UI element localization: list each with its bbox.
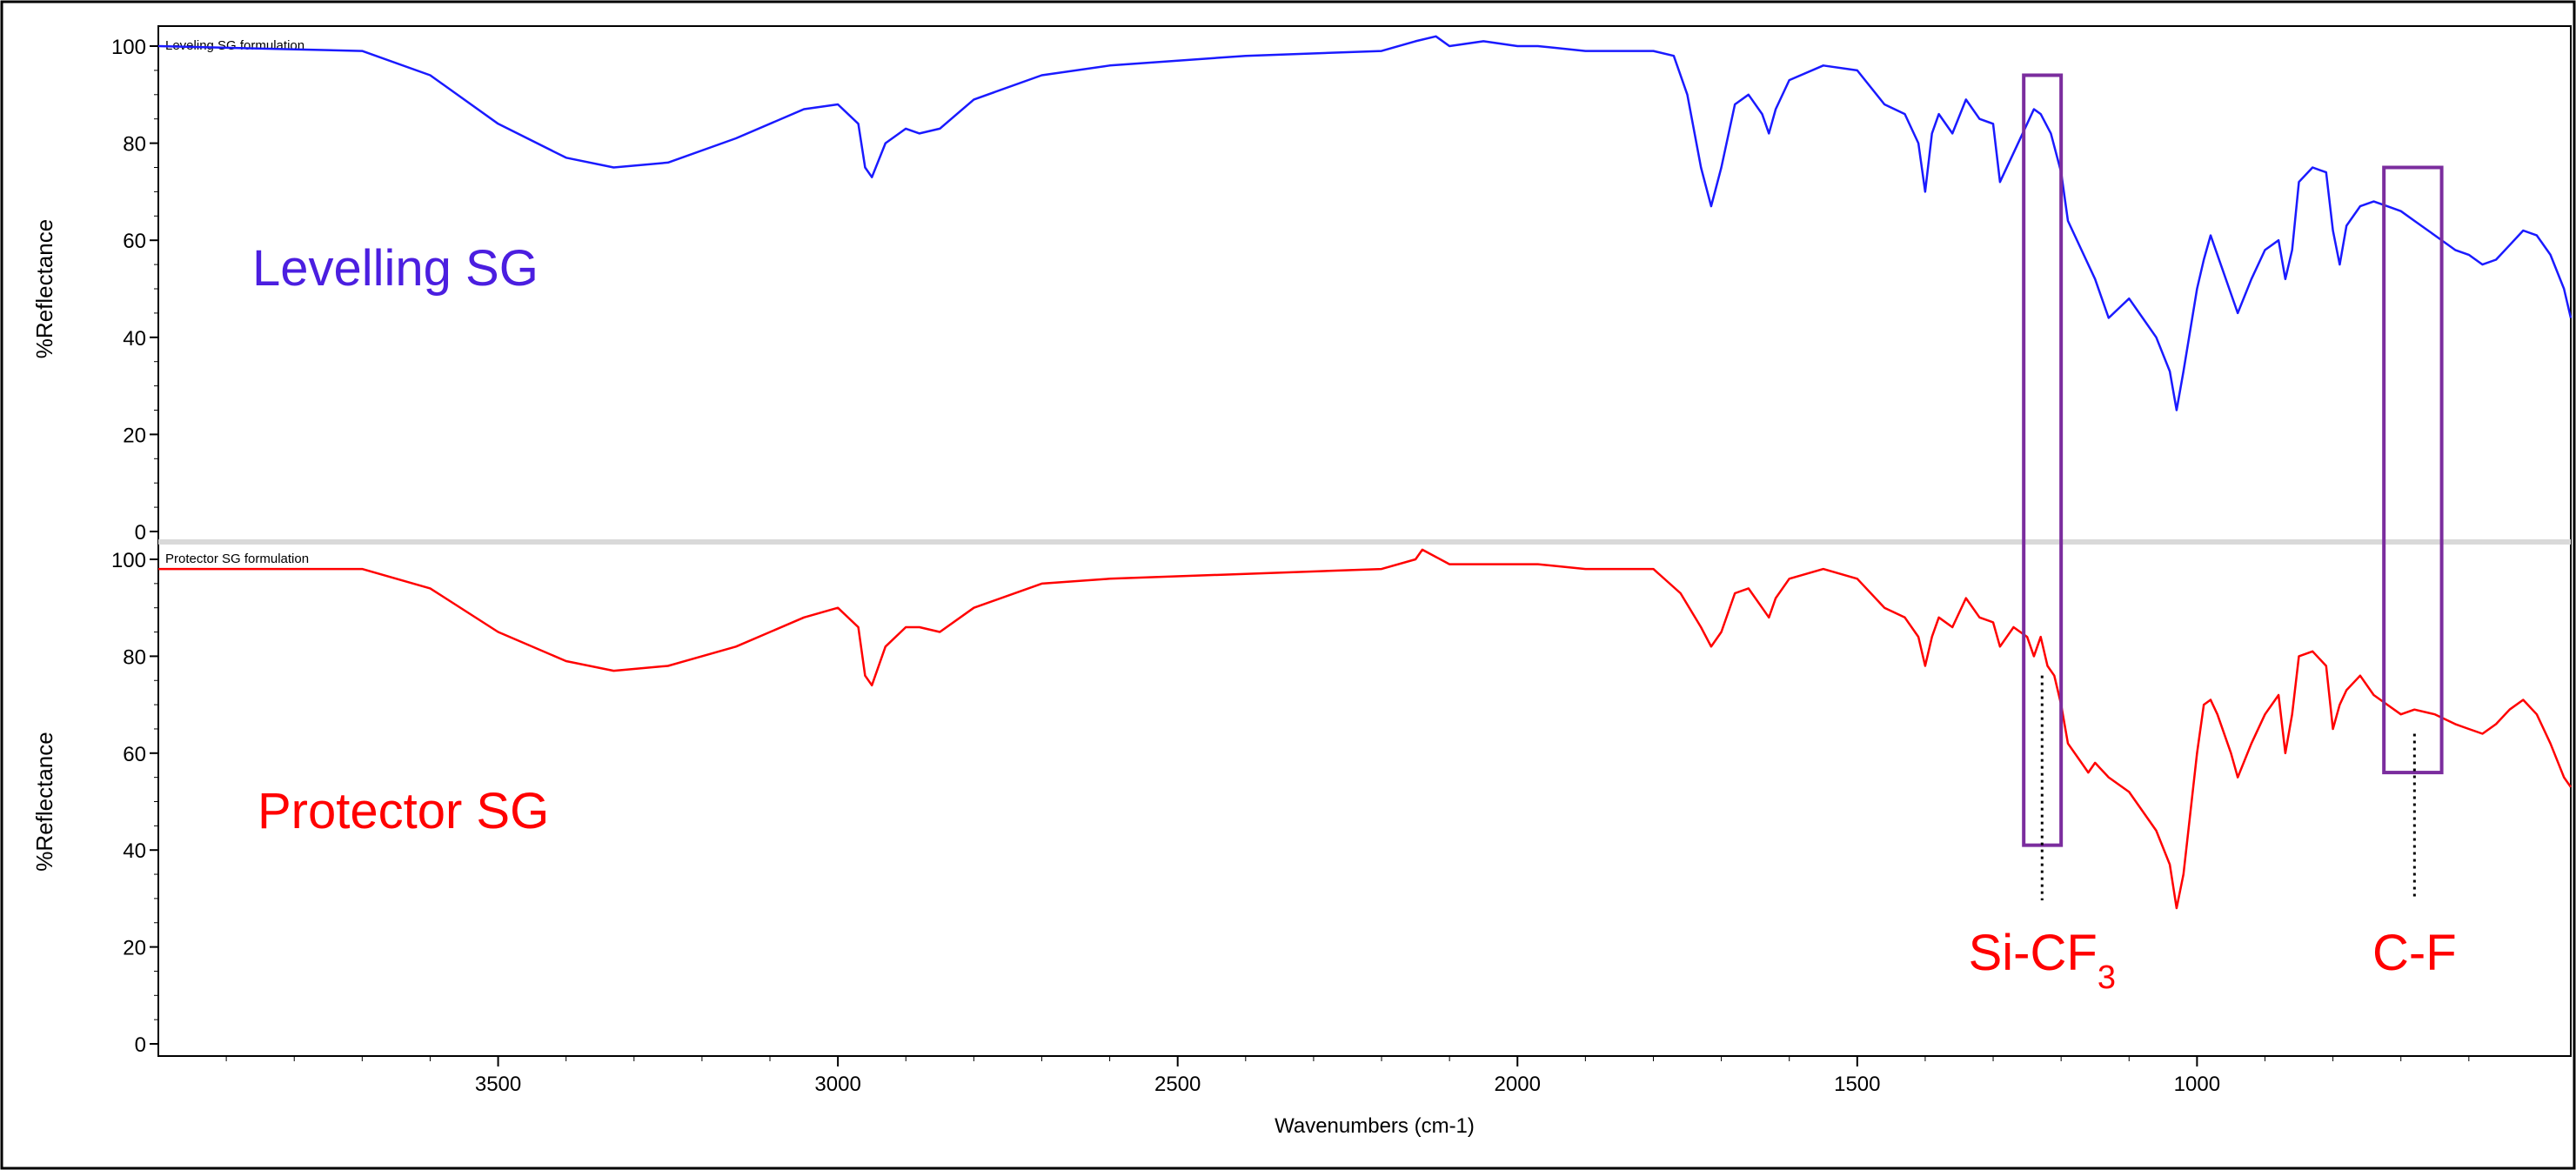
y-tick-label-top-100: 100 (111, 36, 146, 59)
sample-label-bottom: Protector SG (258, 783, 549, 839)
y-tick-label-top-40: 40 (123, 327, 146, 351)
annotation-label-subscript-0: 3 (2098, 959, 2116, 996)
annotation-label-1: C-F (2372, 925, 2457, 981)
x-tick-label-1000: 1000 (2174, 1073, 2220, 1096)
x-axis-label: Wavenumbers (cm-1) (1275, 1114, 1475, 1138)
y-tick-label-top-20: 20 (123, 424, 146, 447)
y-tick-label-bottom-40: 40 (123, 839, 146, 863)
x-tick-label-1500: 1500 (1834, 1073, 1880, 1096)
y-tick-label-bottom-80: 80 (123, 645, 146, 669)
y-tick-label-top-80: 80 (123, 133, 146, 157)
series-line-top-0 (157, 35, 2573, 411)
annotation-box-1 (2382, 165, 2444, 775)
y-tick-label-top-60: 60 (123, 230, 146, 253)
y-tick-label-bottom-100: 100 (111, 549, 146, 572)
x-tick-label-2000: 2000 (1495, 1073, 1541, 1096)
x-tick-label-2500: 2500 (1154, 1073, 1201, 1096)
panel-separator (158, 539, 2571, 545)
panel-title-bottom: Protector SG formulation (165, 552, 309, 566)
y-axis-label-bottom: %Reflectance (31, 732, 57, 871)
y-tick-label-top-0: 0 (135, 521, 146, 545)
y-axis-label-top: %Reflectance (31, 219, 57, 358)
x-tick-label-3500: 3500 (475, 1073, 521, 1096)
y-tick-label-bottom-0: 0 (135, 1033, 146, 1057)
y-tick-label-bottom-60: 60 (123, 743, 146, 766)
sample-label-top: Levelling SG (252, 240, 539, 297)
series-line-bottom-0 (158, 548, 2573, 910)
x-tick-label-3000: 3000 (814, 1073, 860, 1096)
y-tick-label-bottom-20: 20 (123, 937, 146, 960)
panel-title-top: Leveling SG formulation (165, 38, 304, 53)
